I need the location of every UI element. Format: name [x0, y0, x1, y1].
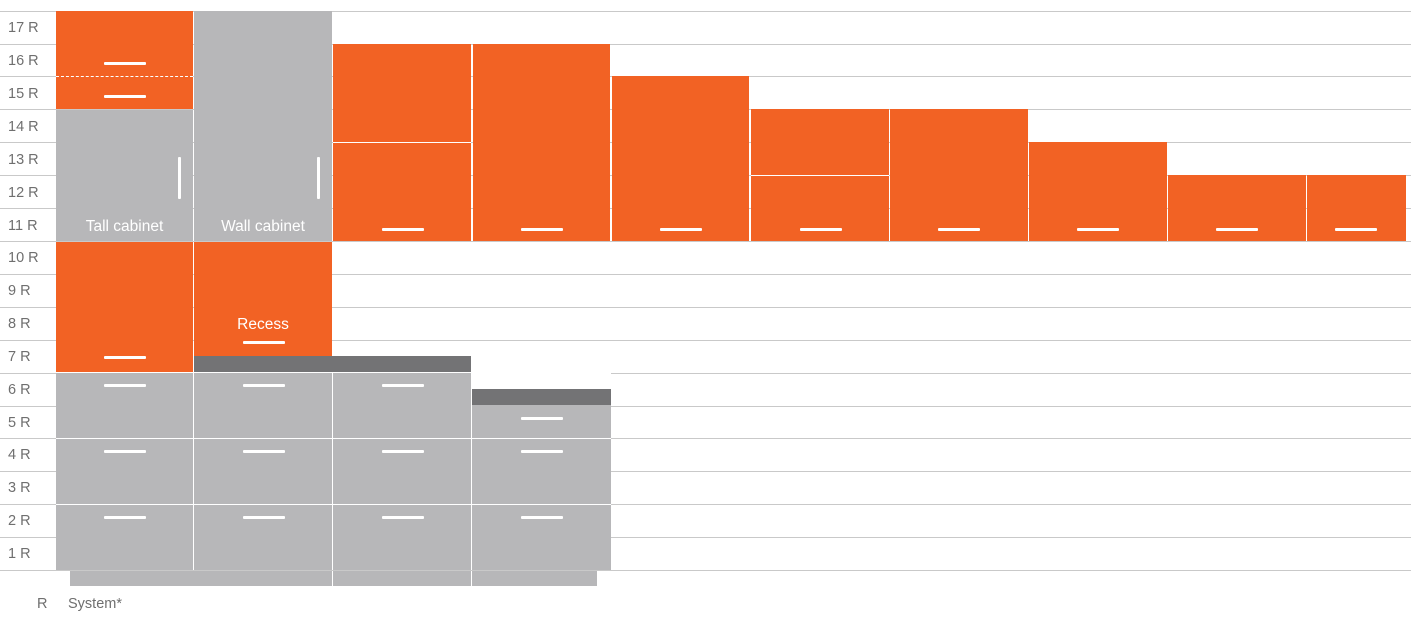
tall-cabinet-caption: Tall cabinet [85, 218, 164, 235]
tall-cabinet-divider [56, 76, 193, 77]
plinth-separator [332, 571, 333, 586]
row-label: 3 R [8, 480, 31, 496]
handle-icon [104, 95, 146, 98]
row-label: 12 R [8, 185, 39, 201]
wall-unit [1029, 142, 1167, 241]
grid-line [0, 11, 1411, 12]
recess-panel [194, 242, 332, 356]
drawer-separator [56, 504, 611, 505]
drawer-separator [56, 438, 611, 439]
handle-icon [521, 516, 563, 519]
cabinet-separator [193, 373, 194, 570]
row-label: 6 R [8, 382, 31, 398]
wall-unit [612, 76, 749, 241]
row-label: 8 R [8, 316, 31, 332]
handle-icon [104, 384, 146, 387]
base-cabinet-reduced-top [472, 373, 611, 389]
handle-icon [104, 356, 146, 359]
handle-icon [104, 450, 146, 453]
handle-icon [1216, 228, 1258, 231]
grid-line [0, 340, 1411, 341]
row-label: 7 R [8, 349, 31, 365]
row-label: 14 R [8, 119, 39, 135]
handle-icon [104, 62, 146, 65]
wall-cabinet-body [194, 11, 332, 241]
handle-icon [660, 228, 702, 231]
handle-icon [243, 341, 285, 344]
row-label: 11 R [8, 218, 38, 234]
cabinet-separator [332, 373, 333, 570]
wall-cabinet-caption: Wall cabinet [221, 218, 305, 235]
tall-cabinet-top-front [56, 11, 193, 109]
legend-text: System* [68, 596, 122, 612]
base-cabinet [56, 373, 611, 570]
row-label: 5 R [8, 415, 31, 431]
handle-icon [521, 450, 563, 453]
row-label: 13 R [8, 152, 39, 168]
grid-line [0, 373, 1411, 374]
handle-icon [382, 384, 424, 387]
grid-line [0, 570, 1411, 571]
grid-line [0, 241, 1411, 242]
wall-unit [1307, 175, 1406, 241]
wall-unit [1168, 175, 1306, 241]
handle-icon [243, 384, 285, 387]
row-label: 15 R [8, 86, 39, 102]
handle-icon [521, 228, 563, 231]
row-label: 4 R [8, 447, 31, 463]
handle-icon [382, 450, 424, 453]
grid-line [0, 504, 1411, 505]
wall-unit-divider [333, 142, 471, 143]
handle-icon [938, 228, 980, 231]
row-label: 17 R [8, 20, 39, 36]
grid-line [0, 44, 1411, 45]
grid-line [0, 537, 1411, 538]
wall-unit-divider [751, 175, 889, 176]
grid-line [0, 274, 1411, 275]
recess-caption: Recess [237, 316, 289, 333]
plinth-separator [471, 571, 472, 586]
grid-line [0, 406, 1411, 407]
handle-icon [1335, 228, 1377, 231]
tall-cabinet-body [56, 110, 193, 241]
handle-icon [243, 450, 285, 453]
handle-icon [104, 516, 146, 519]
cabinet-separator [471, 373, 472, 570]
handle-icon [382, 228, 424, 231]
handle-icon [1077, 228, 1119, 231]
handle-icon [521, 417, 563, 420]
grid-line [0, 307, 1411, 308]
row-label: 1 R [8, 546, 31, 562]
row-label: 16 R [8, 53, 39, 69]
handle-icon [382, 516, 424, 519]
grid-line [0, 438, 1411, 439]
handle-icon [317, 157, 320, 199]
grid-line [0, 471, 1411, 472]
tall-cabinet-lower-front [56, 242, 193, 372]
wall-unit [473, 44, 610, 241]
handle-icon [800, 228, 842, 231]
row-label: 2 R [8, 513, 31, 529]
legend-symbol: R [37, 596, 48, 612]
row-label: 10 R [8, 250, 39, 266]
wall-unit [890, 109, 1028, 241]
plinth [70, 571, 597, 586]
handle-icon [243, 516, 285, 519]
worktop-strip [194, 356, 471, 372]
handle-icon [178, 157, 181, 199]
worktop-strip [472, 389, 611, 405]
row-label: 9 R [8, 283, 31, 299]
